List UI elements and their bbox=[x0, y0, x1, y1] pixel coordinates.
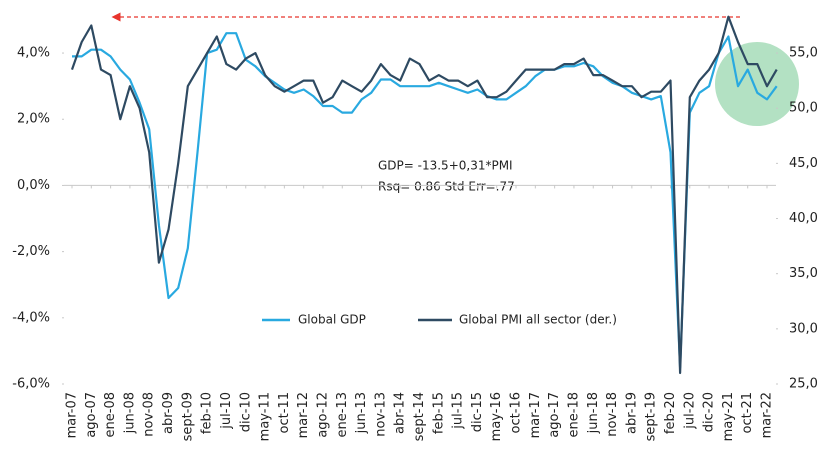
x-tick-label: abr-14 bbox=[393, 392, 408, 434]
x-tick-label: mar-22 bbox=[760, 392, 775, 438]
x-tick-label: ago-17 bbox=[547, 392, 562, 438]
x-tick-label: nov-08 bbox=[142, 392, 157, 437]
annotation: GDP= -13.5+0,31*PMI bbox=[378, 159, 513, 173]
x-tick-label: dic-10 bbox=[238, 392, 253, 432]
x-tick-label: sept-09 bbox=[180, 392, 195, 441]
x-tick-label: dic-15 bbox=[470, 392, 485, 432]
x-tick-label: ene-18 bbox=[566, 392, 581, 437]
highlight-circle bbox=[715, 42, 799, 126]
y-tick-label: 0,0% bbox=[17, 178, 50, 193]
x-tick-label: nov-13 bbox=[373, 392, 388, 437]
x-tick-label: ago-12 bbox=[315, 392, 330, 438]
y2-tick-label: 45,0 bbox=[789, 156, 818, 171]
y-tick-label: -6,0% bbox=[12, 377, 50, 392]
x-tick-label: may-16 bbox=[489, 392, 504, 441]
y-tick-label: -4,0% bbox=[12, 310, 50, 325]
x-tick-label: jul-20 bbox=[682, 392, 697, 430]
series-line bbox=[72, 32, 778, 369]
y2-tick-label: 40,0 bbox=[789, 211, 818, 226]
y-tick-label: 4,0% bbox=[17, 46, 50, 61]
x-tick-label: feb-10 bbox=[200, 392, 215, 434]
x-tick-label: jul-15 bbox=[451, 392, 466, 430]
x-tick-label: sept-19 bbox=[644, 392, 659, 441]
legend-label: Global PMI all sector (der.) bbox=[459, 313, 617, 327]
x-tick-label: mar-17 bbox=[528, 392, 543, 438]
x-tick-label: mar-07 bbox=[65, 392, 80, 438]
legend-label: Global GDP bbox=[298, 313, 366, 327]
x-tick-label: may-21 bbox=[721, 392, 736, 441]
x-tick-label: abr-09 bbox=[161, 392, 176, 434]
x-tick-label: dic-20 bbox=[702, 392, 717, 432]
x-tick-label: oct-16 bbox=[509, 392, 524, 433]
series-line bbox=[70, 15, 778, 375]
x-tick-label: feb-20 bbox=[663, 392, 678, 434]
x-tick-label: oct-21 bbox=[740, 392, 755, 433]
y2-tick-label: 55,0 bbox=[789, 46, 818, 61]
y2-tick-label: 50,0 bbox=[789, 101, 818, 116]
x-tick-label: feb-15 bbox=[431, 392, 446, 434]
x-tick-label: jul-10 bbox=[219, 392, 234, 430]
y-tick-label: 2,0% bbox=[17, 112, 50, 127]
x-tick-label: ene-08 bbox=[103, 392, 118, 437]
y2-tick-label: 25,0 bbox=[789, 377, 818, 392]
x-tick-label: mar-12 bbox=[296, 392, 311, 438]
y2-tick-label: 30,0 bbox=[789, 321, 818, 336]
x-tick-label: jun-08 bbox=[122, 392, 137, 434]
x-tick-label: ene-13 bbox=[335, 392, 350, 437]
x-tick-label: jun-13 bbox=[354, 392, 369, 434]
x-tick-label: oct-11 bbox=[277, 392, 292, 433]
x-tick-label: jun-18 bbox=[586, 392, 601, 434]
annotation: Rsq= 0.86 Std Err=.77 bbox=[378, 180, 515, 194]
x-tick-label: ago-07 bbox=[84, 392, 99, 438]
x-tick-label: abr-19 bbox=[624, 392, 639, 434]
x-tick-label: sept-14 bbox=[412, 392, 427, 441]
x-tick-label: may-11 bbox=[258, 392, 273, 441]
y-tick-label: -2,0% bbox=[12, 244, 50, 259]
y2-tick-label: 35,0 bbox=[789, 266, 818, 281]
x-tick-label: nov-18 bbox=[605, 392, 620, 437]
